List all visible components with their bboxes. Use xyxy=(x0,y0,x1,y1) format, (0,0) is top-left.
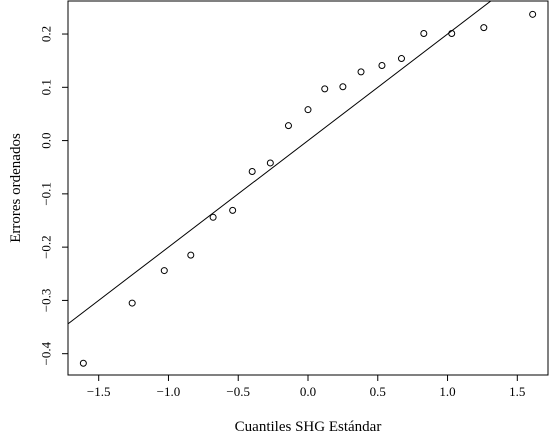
data-point xyxy=(160,267,168,275)
y-axis-label: Errores ordenados xyxy=(8,133,24,243)
data-point xyxy=(266,159,274,167)
data-point xyxy=(284,122,292,130)
data-point xyxy=(480,24,488,32)
x-axis: −1.5 −1.0 −0.5 0.0 0.5 1.0 1.5 xyxy=(87,375,525,399)
y-tick-label: −0.1 xyxy=(39,182,54,206)
plot-area xyxy=(68,1,537,367)
y-tick-label: −0.3 xyxy=(39,289,54,313)
x-tick-label: 1.0 xyxy=(439,384,455,399)
x-tick-label: 0.5 xyxy=(370,384,386,399)
x-tick-label: −0.5 xyxy=(226,384,250,399)
plot-frame xyxy=(67,0,549,376)
x-tick-label: 1.5 xyxy=(509,384,525,399)
data-point xyxy=(209,213,217,221)
data-point xyxy=(357,68,365,76)
data-point xyxy=(339,83,347,91)
data-point xyxy=(79,359,87,367)
x-tick-label: 0.0 xyxy=(300,384,316,399)
data-point xyxy=(321,85,329,93)
y-axis: −0.4 −0.3 −0.2 −0.1 0.0 0.1 0.2 xyxy=(39,26,68,365)
reference-line xyxy=(68,1,492,325)
x-axis-label: Cuantiles SHG Estándar xyxy=(235,419,382,435)
data-point xyxy=(248,167,256,175)
data-point xyxy=(229,206,237,214)
data-point xyxy=(128,299,136,307)
y-tick-label: 0.2 xyxy=(39,26,54,42)
data-point xyxy=(397,55,405,63)
data-point xyxy=(304,106,312,114)
x-tick-label: −1.0 xyxy=(157,384,181,399)
y-tick-label: 0.0 xyxy=(39,132,54,148)
data-point xyxy=(378,61,386,69)
y-tick-label: −0.2 xyxy=(39,235,54,259)
x-tick-label: −1.5 xyxy=(87,384,111,399)
data-point xyxy=(529,10,537,18)
data-point xyxy=(187,251,195,259)
y-tick-label: −0.4 xyxy=(39,341,54,365)
data-point xyxy=(420,29,428,37)
data-point xyxy=(448,29,456,37)
y-tick-label: 0.1 xyxy=(39,79,54,95)
